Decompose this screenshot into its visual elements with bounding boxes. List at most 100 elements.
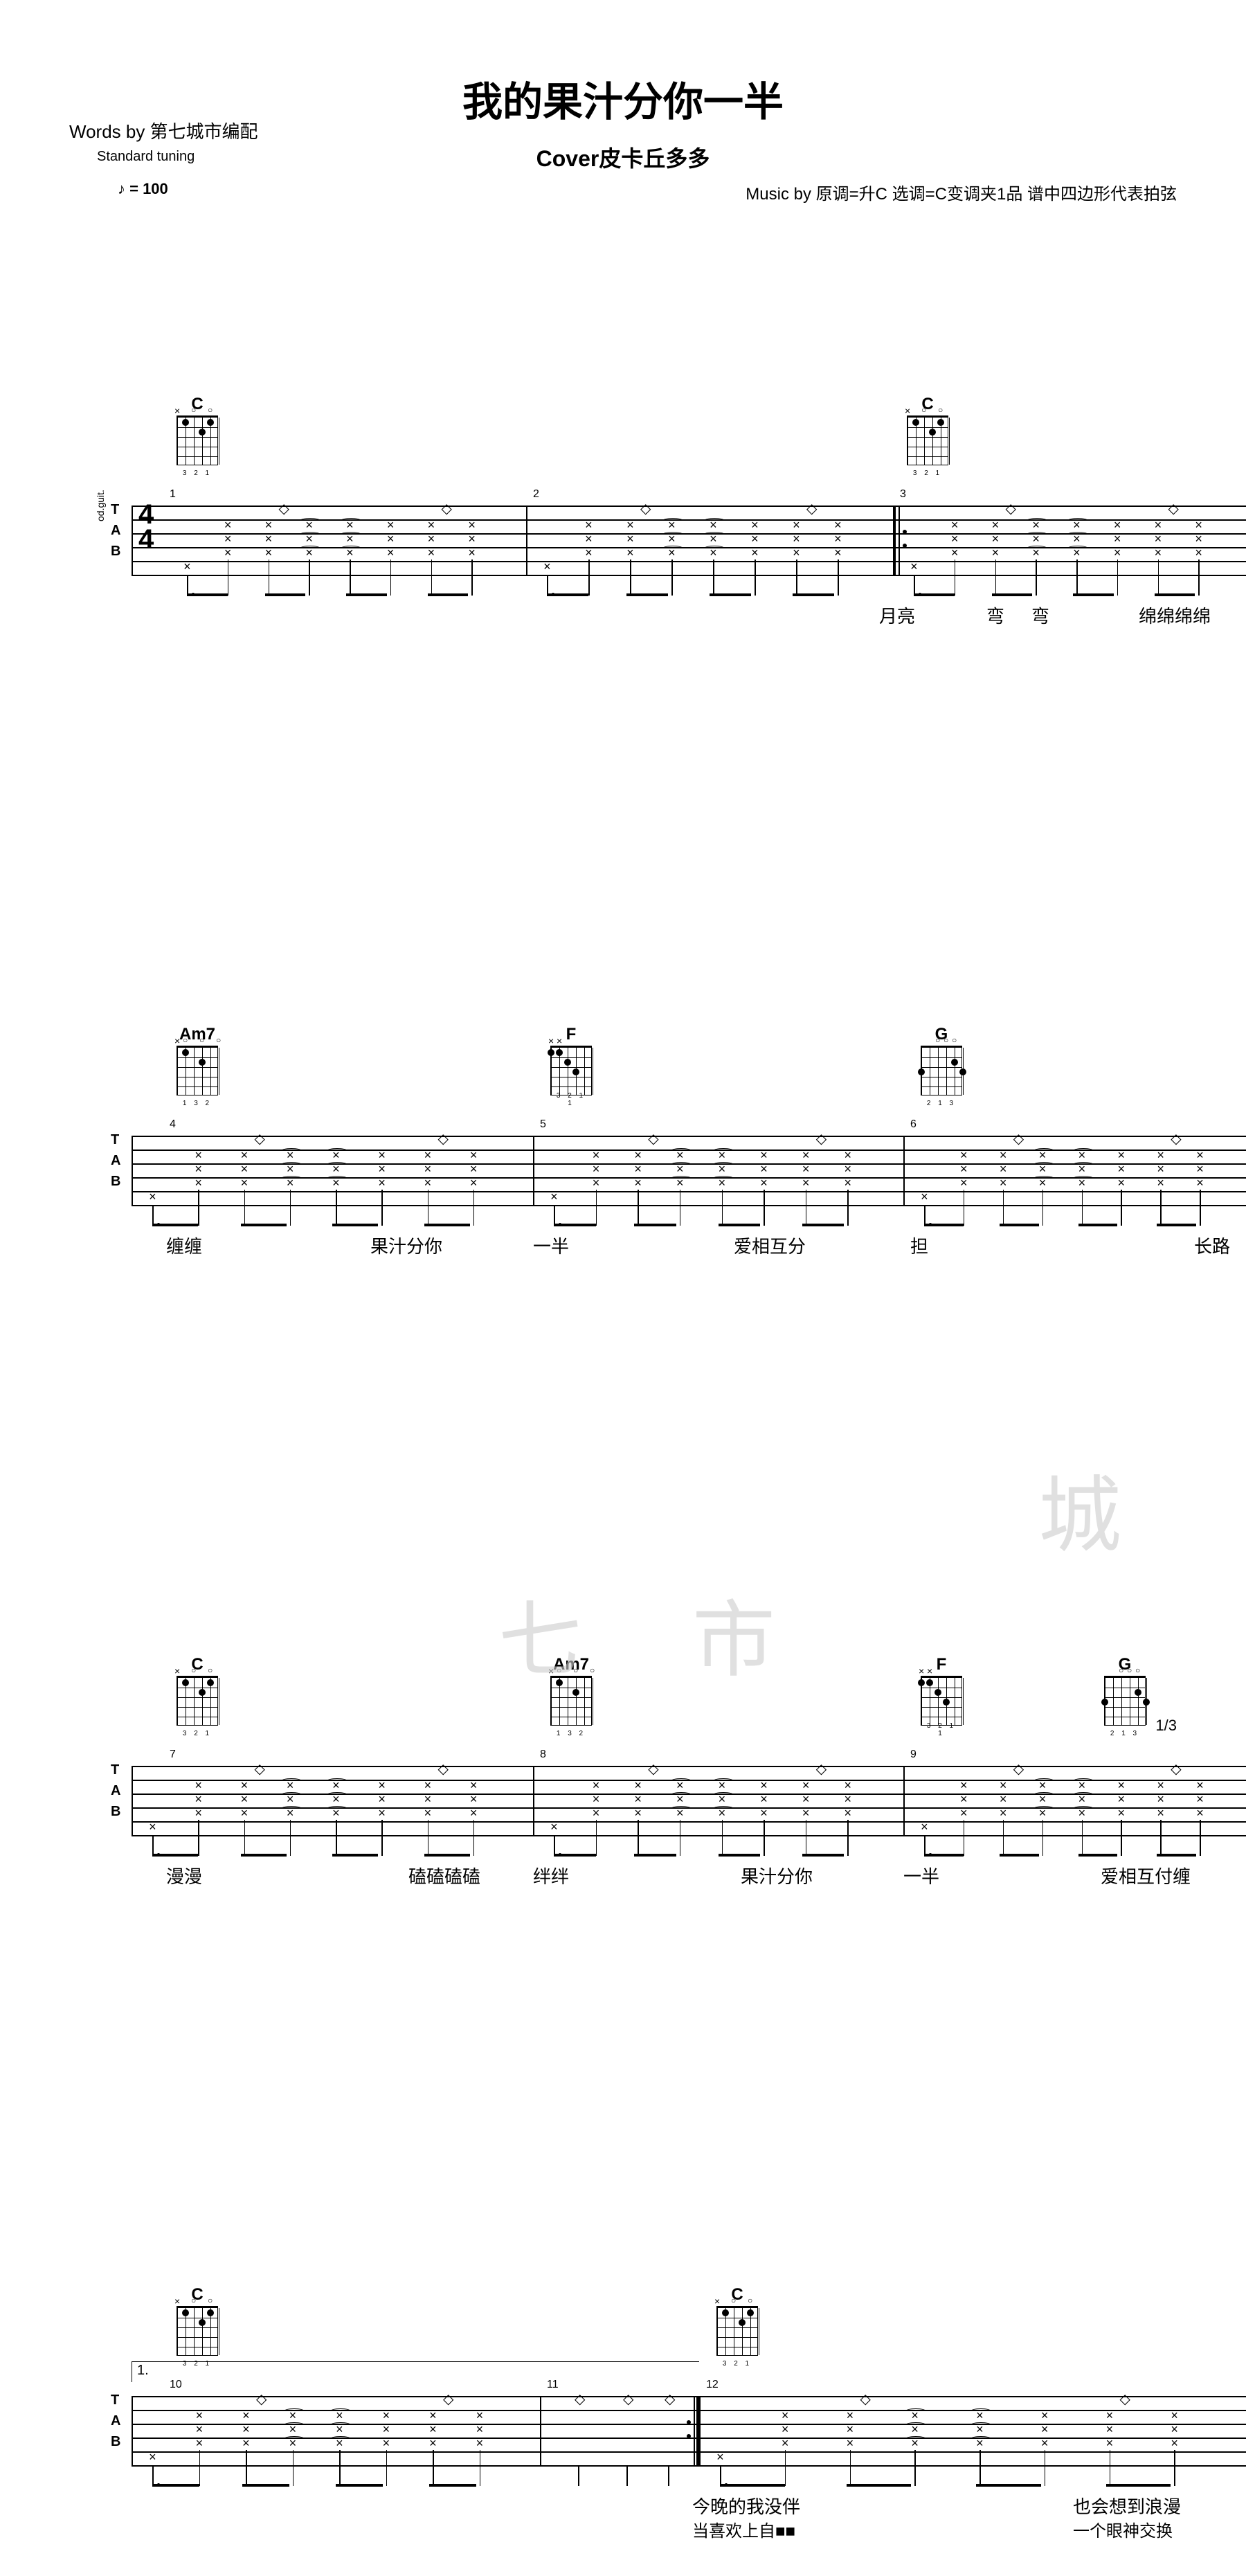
lyric: 弯 bbox=[1031, 602, 1049, 628]
tie bbox=[1073, 1148, 1094, 1154]
tab-note: × bbox=[476, 2438, 484, 2451]
tab-note: × bbox=[716, 2451, 724, 2465]
tab-note: × bbox=[626, 533, 634, 547]
beam bbox=[241, 1224, 287, 1226]
stem bbox=[671, 560, 673, 596]
tab-note: × bbox=[265, 519, 273, 533]
tab-line bbox=[132, 1766, 1246, 1767]
tie bbox=[330, 2422, 351, 2428]
tab-staff: TAB456×××××××◇××××××××××××◇××××××××××◇××… bbox=[132, 1136, 1246, 1205]
tab-note: × bbox=[1000, 1163, 1007, 1177]
stem bbox=[198, 1820, 199, 1856]
chord-name: G bbox=[1101, 1655, 1149, 1674]
tab-note: × bbox=[802, 1163, 810, 1177]
stem bbox=[381, 1820, 383, 1856]
tie bbox=[327, 1162, 347, 1168]
stem bbox=[228, 560, 229, 596]
stem bbox=[979, 2450, 981, 2486]
beam bbox=[793, 593, 834, 596]
tab-note: × bbox=[242, 2424, 250, 2438]
stem bbox=[433, 2450, 434, 2486]
tie bbox=[713, 1162, 734, 1168]
tab-note: × bbox=[378, 1150, 386, 1163]
tab-line bbox=[132, 506, 1246, 507]
chord-diagram: C ×○○3 2 1 bbox=[173, 1655, 222, 1726]
tab-note: × bbox=[1117, 1177, 1125, 1191]
stem bbox=[955, 560, 956, 596]
tab-note: × bbox=[1157, 1780, 1164, 1794]
watermark: 市 bbox=[692, 1573, 775, 1693]
lyric-sub: 当喜欢上自■■ bbox=[692, 2517, 795, 2541]
lyric: 爱相互分 bbox=[734, 1233, 806, 1258]
chord-diagram: C ×○○3 2 1 bbox=[903, 395, 952, 465]
chord-grid: ○○○2 1 3 bbox=[1104, 1677, 1146, 1726]
stem bbox=[269, 560, 270, 596]
tie bbox=[1073, 1162, 1094, 1168]
tie bbox=[1073, 1176, 1094, 1181]
tie bbox=[671, 1162, 692, 1168]
tab-note: × bbox=[1117, 1807, 1125, 1821]
chord-name: C bbox=[173, 1655, 222, 1674]
tie bbox=[970, 2436, 991, 2442]
beam bbox=[976, 2484, 1041, 2487]
chord-grid: ××3 2 1 1 bbox=[550, 1047, 592, 1095]
tie bbox=[671, 1806, 692, 1812]
beam bbox=[424, 1854, 470, 1857]
tab-note: × bbox=[960, 1163, 968, 1177]
tab-line bbox=[132, 561, 1246, 562]
tab-note: × bbox=[196, 2410, 204, 2424]
diamond-icon: ◇ bbox=[1013, 1130, 1024, 1147]
stem bbox=[244, 1190, 246, 1226]
stem bbox=[1110, 2450, 1111, 2486]
tab-system: Am7 ×○○○1 3 2 F ××3 2 1 1 G ○○○2 1 3TAB4… bbox=[132, 1025, 1246, 1316]
barline bbox=[533, 1766, 534, 1835]
tie bbox=[300, 532, 320, 537]
barline bbox=[132, 506, 133, 575]
stem bbox=[596, 1820, 597, 1856]
diamond-icon: ◇ bbox=[1006, 500, 1016, 517]
stem bbox=[473, 1190, 475, 1226]
tab-note: × bbox=[429, 2438, 437, 2451]
tab-note: × bbox=[195, 1780, 202, 1794]
tab-note: × bbox=[760, 1150, 768, 1163]
tab-note: × bbox=[1106, 2438, 1114, 2451]
measure-number: 2 bbox=[533, 488, 539, 501]
diamond-icon: ◇ bbox=[438, 1130, 449, 1147]
tuning: Standard tuning bbox=[97, 149, 195, 165]
tab-note: × bbox=[760, 1780, 768, 1794]
tie bbox=[905, 2436, 926, 2442]
chord-grid: ×○○3 2 1 bbox=[177, 2307, 218, 2356]
lyric: 月亮 bbox=[879, 602, 915, 628]
tie bbox=[905, 2408, 926, 2414]
tie bbox=[330, 2436, 351, 2442]
stem bbox=[1036, 560, 1037, 596]
diamond-icon: ◇ bbox=[255, 1760, 265, 1778]
chord-name: F bbox=[917, 1655, 966, 1674]
stem bbox=[806, 1190, 807, 1226]
beam bbox=[992, 593, 1033, 596]
tab-note: × bbox=[424, 1163, 432, 1177]
tab-note: × bbox=[634, 1163, 642, 1177]
lyric: 也会想到浪漫 bbox=[1073, 2493, 1181, 2519]
stem bbox=[638, 1820, 639, 1856]
tab-note: × bbox=[634, 1794, 642, 1807]
tie bbox=[1073, 1778, 1094, 1784]
stem bbox=[914, 2450, 916, 2486]
tab-note: × bbox=[782, 2438, 789, 2451]
tab-note: × bbox=[751, 533, 759, 547]
tie bbox=[1067, 546, 1088, 551]
tie bbox=[1033, 1792, 1054, 1798]
diamond-icon: ◇ bbox=[640, 500, 651, 517]
tie bbox=[713, 1806, 734, 1812]
beam bbox=[1078, 1854, 1118, 1857]
stem bbox=[386, 2450, 388, 2486]
tab-note: × bbox=[910, 561, 918, 575]
chord-grid: ×○○3 2 1 bbox=[177, 1677, 218, 1726]
tab-note: × bbox=[1157, 1163, 1164, 1177]
beam bbox=[719, 1224, 761, 1226]
barline bbox=[903, 1766, 905, 1835]
beam bbox=[332, 1224, 378, 1226]
tie bbox=[905, 2422, 926, 2428]
tie bbox=[662, 518, 683, 524]
stem bbox=[554, 1205, 555, 1226]
